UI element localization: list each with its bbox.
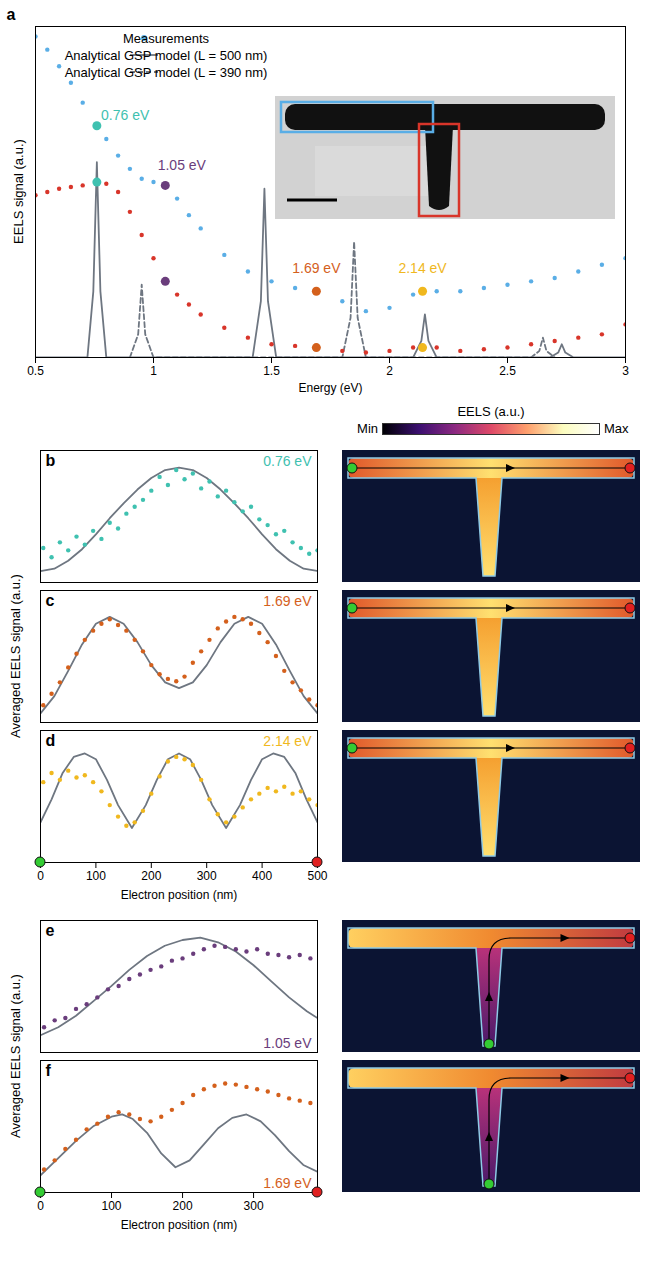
svg-text:300: 300 xyxy=(244,1199,264,1213)
svg-text:2: 2 xyxy=(386,364,393,378)
html-text:Min: Min xyxy=(357,421,378,436)
svg-text:c: c xyxy=(46,592,55,609)
svg-text:200: 200 xyxy=(141,869,161,883)
svg-text:0: 0 xyxy=(37,869,44,883)
svg-text:400: 400 xyxy=(252,869,272,883)
svg-text:2.14 eV: 2.14 eV xyxy=(263,733,312,749)
svg-text:Analytical GSP model (L = 390: Analytical GSP model (L = 390 nm) xyxy=(65,65,268,80)
svg-text:1.69 eV: 1.69 eV xyxy=(292,260,341,276)
html-text:Max: Max xyxy=(604,421,629,436)
svg-text:1.05 eV: 1.05 eV xyxy=(263,1035,312,1051)
svg-text:EELS signal (a.u.): EELS signal (a.u.) xyxy=(11,139,26,244)
svg-text:500: 500 xyxy=(307,869,327,883)
svg-text:200: 200 xyxy=(173,1199,193,1213)
svg-text:0.76 eV: 0.76 eV xyxy=(263,453,312,469)
svg-text:1.69 eV: 1.69 eV xyxy=(263,593,312,609)
html-text:EELS (a.u.): EELS (a.u.) xyxy=(457,404,525,419)
svg-text:e: e xyxy=(46,922,55,939)
svg-text:Electron position (nm): Electron position (nm) xyxy=(121,888,238,902)
svg-text:Energy (eV): Energy (eV) xyxy=(298,381,362,395)
svg-text:d: d xyxy=(46,732,56,749)
svg-text:f: f xyxy=(46,1062,52,1079)
svg-text:Measurements: Measurements xyxy=(123,31,209,46)
svg-text:Analytical GSP model (L = 500: Analytical GSP model (L = 500 nm) xyxy=(65,48,268,63)
svg-text:0: 0 xyxy=(37,1199,44,1213)
svg-text:Electron position (nm): Electron position (nm) xyxy=(121,1218,238,1232)
svg-text:3: 3 xyxy=(622,364,629,378)
svg-text:1.69 eV: 1.69 eV xyxy=(263,1175,312,1191)
svg-text:300: 300 xyxy=(197,869,217,883)
svg-text:2.14 eV: 2.14 eV xyxy=(398,260,447,276)
svg-text:100: 100 xyxy=(86,869,106,883)
svg-text:2.5: 2.5 xyxy=(499,364,516,378)
svg-text:Averaged EELS signal (a.u.): Averaged EELS signal (a.u.) xyxy=(8,574,23,738)
svg-text:0.76 eV: 0.76 eV xyxy=(101,107,150,123)
svg-text:1.5: 1.5 xyxy=(263,364,280,378)
svg-text:100: 100 xyxy=(102,1199,122,1213)
svg-text:b: b xyxy=(46,452,56,469)
svg-text:1: 1 xyxy=(150,364,157,378)
svg-text:1.05 eV: 1.05 eV xyxy=(158,157,207,173)
svg-text:Averaged EELS signal (a.u.): Averaged EELS signal (a.u.) xyxy=(8,974,23,1138)
svg-text:0.5: 0.5 xyxy=(27,364,44,378)
svg-text:a: a xyxy=(7,6,16,23)
